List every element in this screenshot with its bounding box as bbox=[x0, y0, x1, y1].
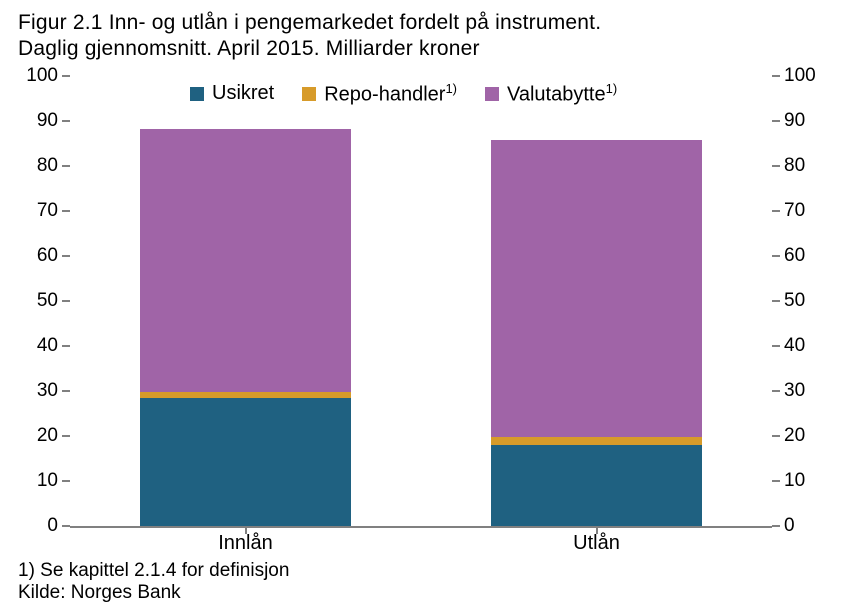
y-tick bbox=[772, 120, 780, 123]
legend-label: Valutabytte1) bbox=[507, 81, 617, 107]
y-axis-label: 50 bbox=[8, 290, 58, 312]
y-axis-label: 40 bbox=[784, 335, 834, 357]
y-axis-label: 90 bbox=[8, 110, 58, 132]
bar-segment-usikret bbox=[491, 445, 702, 526]
bar-innlån bbox=[140, 129, 351, 526]
y-axis-label: 10 bbox=[8, 470, 58, 492]
y-axis-label: 30 bbox=[8, 380, 58, 402]
y-axis-label: 80 bbox=[784, 155, 834, 177]
legend-item-usikret: Usikret bbox=[190, 82, 274, 105]
y-axis-label: 20 bbox=[784, 425, 834, 447]
y-tick bbox=[772, 210, 780, 213]
y-axis-label: 60 bbox=[8, 245, 58, 267]
y-axis-label: 0 bbox=[784, 515, 834, 537]
y-tick bbox=[772, 435, 780, 438]
y-tick bbox=[772, 300, 780, 303]
y-tick bbox=[62, 255, 70, 258]
y-tick bbox=[62, 75, 70, 78]
x-axis-label: Innlån bbox=[218, 532, 273, 555]
y-axis-label: 50 bbox=[784, 290, 834, 312]
y-axis-label: 90 bbox=[784, 110, 834, 132]
y-tick bbox=[772, 75, 780, 78]
x-axis-label: Utlån bbox=[573, 532, 620, 555]
chart-title-line2: Daglig gjennomsnitt. April 2015. Milliar… bbox=[18, 37, 480, 60]
y-tick bbox=[772, 525, 780, 528]
chart-title-line1: Figur 2.1 Inn- og utlån i pengemarkedet … bbox=[18, 11, 601, 34]
y-axis-label: 70 bbox=[784, 200, 834, 222]
y-axis-label: 20 bbox=[8, 425, 58, 447]
y-axis-label: 80 bbox=[8, 155, 58, 177]
y-tick bbox=[62, 435, 70, 438]
y-axis-label: 0 bbox=[8, 515, 58, 537]
legend-item-valuta: Valutabytte1) bbox=[485, 81, 617, 107]
chart-legend: Usikret Repo-handler1) Valutabytte1) bbox=[190, 81, 617, 107]
bar-utlån bbox=[491, 140, 702, 526]
bar-segment-valuta bbox=[140, 129, 351, 392]
y-tick bbox=[772, 255, 780, 258]
legend-swatch bbox=[190, 87, 204, 101]
y-axis-label: 40 bbox=[8, 335, 58, 357]
y-tick bbox=[772, 480, 780, 483]
legend-swatch bbox=[485, 87, 499, 101]
legend-label: Repo-handler1) bbox=[324, 81, 457, 107]
bar-segment-valuta bbox=[491, 140, 702, 437]
y-tick bbox=[62, 525, 70, 528]
y-tick bbox=[62, 390, 70, 393]
y-axis-label: 60 bbox=[784, 245, 834, 267]
legend-label: Usikret bbox=[212, 82, 274, 105]
y-axis-label: 30 bbox=[784, 380, 834, 402]
y-tick bbox=[62, 165, 70, 168]
y-axis-label: 10 bbox=[784, 470, 834, 492]
y-tick bbox=[62, 345, 70, 348]
y-tick bbox=[772, 390, 780, 393]
y-tick bbox=[62, 300, 70, 303]
chart-plot-area: UsikretRepo-handler1)Valutabytte1) 00101… bbox=[70, 76, 772, 528]
y-tick bbox=[772, 345, 780, 348]
y-tick bbox=[62, 480, 70, 483]
y-tick bbox=[62, 120, 70, 123]
legend-item-repo: Repo-handler1) bbox=[302, 81, 457, 107]
y-axis-label: 100 bbox=[8, 65, 58, 87]
bar-segment-repo bbox=[491, 437, 702, 445]
legend-swatch bbox=[302, 87, 316, 101]
y-axis-label: 70 bbox=[8, 200, 58, 222]
y-axis-label: 100 bbox=[784, 65, 834, 87]
bar-segment-usikret bbox=[140, 398, 351, 526]
footnote-definition: 1) Se kapittel 2.1.4 for definisjon bbox=[18, 560, 289, 582]
y-tick bbox=[772, 165, 780, 168]
y-tick bbox=[62, 210, 70, 213]
footnote-source: Kilde: Norges Bank bbox=[18, 582, 181, 604]
